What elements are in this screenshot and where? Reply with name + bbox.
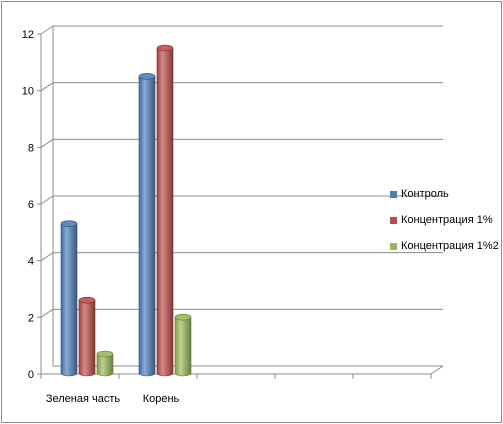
bar-body	[156, 47, 174, 377]
bar	[78, 296, 96, 377]
floor-right-edge	[430, 365, 444, 375]
bars	[60, 44, 192, 377]
category-label: Зеленая часть	[46, 393, 121, 405]
bar-top	[78, 296, 96, 304]
grid-diagonal	[40, 82, 54, 92]
legend-swatch-conc-2	[390, 242, 397, 250]
legend-item-control: Контроль	[390, 181, 499, 207]
legend-swatch-conc-1	[390, 216, 397, 224]
bar-top	[138, 73, 156, 80]
grid-diagonal	[40, 252, 54, 262]
legend-item-conc-2: Концентрация 1%2	[390, 233, 499, 259]
bar-body	[60, 223, 78, 377]
legend-label-control: Контроль	[401, 188, 449, 200]
y-tick-label: 4	[28, 256, 34, 268]
y-tick-label: 0	[28, 369, 34, 381]
bar	[174, 313, 192, 377]
bar-top	[174, 313, 192, 321]
legend-swatch-control	[390, 190, 397, 198]
y-tick-label: 8	[28, 142, 34, 154]
bar	[138, 73, 156, 377]
axes	[37, 26, 444, 379]
y-tick-label: 2	[28, 312, 34, 324]
y-tick-label: 10	[22, 86, 34, 98]
bar	[96, 350, 114, 377]
bar	[60, 220, 78, 377]
bar-top	[96, 350, 114, 358]
bar-top	[156, 44, 174, 52]
bar-body	[174, 316, 192, 377]
bar-top	[60, 220, 78, 227]
gridlines	[40, 25, 443, 318]
bar	[156, 44, 174, 377]
category-label: Корень	[143, 393, 180, 405]
bar-body	[78, 299, 96, 377]
category-labels: Зеленая часть Корень	[46, 393, 180, 405]
legend-item-conc-1: Концентрация 1%	[390, 207, 499, 233]
bar-body	[96, 353, 114, 377]
grid-diagonal	[40, 308, 54, 318]
grid-diagonal	[40, 138, 54, 148]
legend-label-conc-2: Концентрация 1%2	[401, 240, 499, 252]
y-tick-label: 6	[28, 199, 34, 211]
y-tick-labels: 0 2 4 6 8 10 12	[22, 29, 34, 381]
y-tick-label: 12	[22, 29, 34, 41]
legend-label-conc-1: Концентрация 1%	[401, 214, 493, 226]
bar-body	[138, 76, 156, 377]
grid-diagonal	[40, 195, 54, 205]
grid-diagonal	[40, 25, 54, 35]
legend: Контроль Концентрация 1% Концентрация 1%…	[390, 181, 499, 259]
